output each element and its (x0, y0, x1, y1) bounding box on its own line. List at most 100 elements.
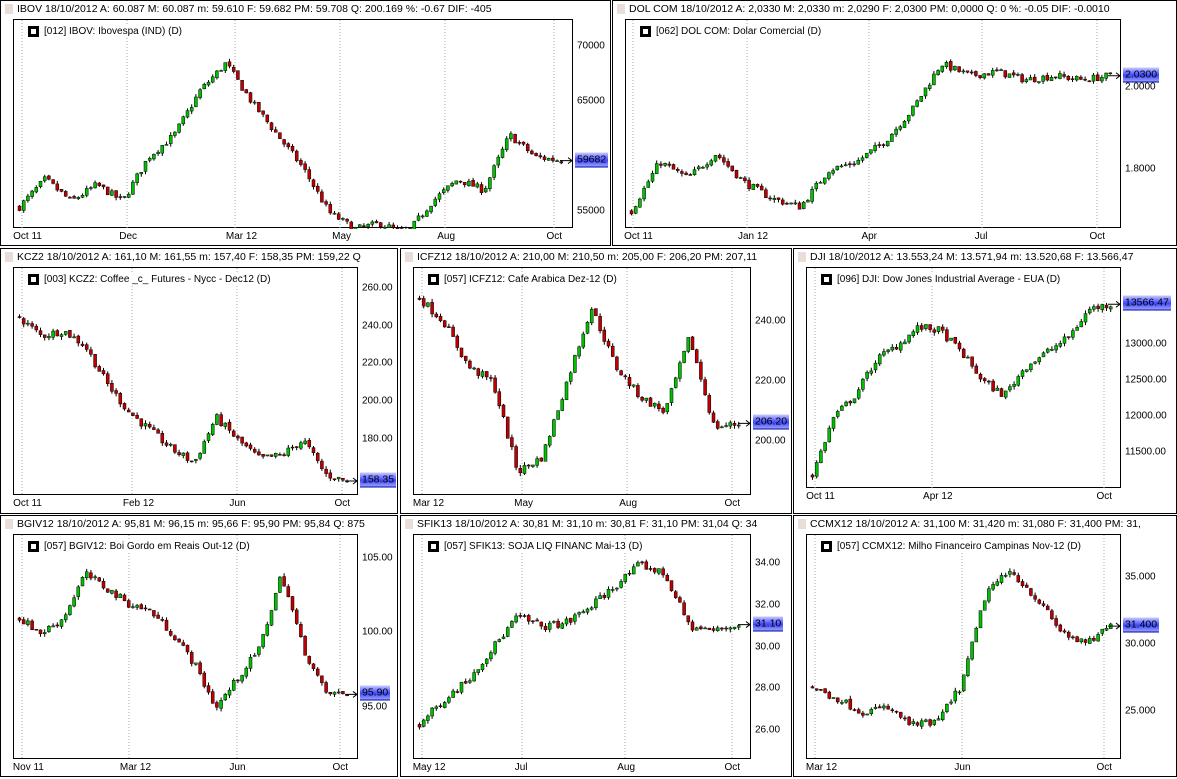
chart-panel[interactable]: IBOV 18/10/2012 A: 60.087 M: 60.087 m: 5… (0, 0, 611, 246)
candle (924, 719, 928, 722)
candle (412, 220, 417, 229)
candle (1066, 336, 1071, 338)
candle (932, 329, 937, 333)
candle (730, 165, 735, 172)
candle (55, 183, 60, 191)
candle (164, 144, 169, 146)
plot-area[interactable]: [096] DJI: Dow Jones Industrial Average … (806, 267, 1121, 489)
candle (471, 180, 475, 187)
series-toggle-icon[interactable] (428, 274, 439, 285)
candle (294, 150, 299, 162)
candle (844, 699, 848, 703)
plot-area[interactable]: [057] CCMX12: Milho Financeiro Campinas … (806, 534, 1121, 760)
candle (835, 411, 840, 417)
series-label: [012] IBOV: Ibovespa (IND) (D) (44, 26, 183, 37)
series-toggle-icon[interactable] (428, 541, 439, 552)
plot-area[interactable]: [003] KCZ2: Coffee _c_ Futures - Nycc - … (13, 267, 358, 496)
candle (383, 226, 387, 229)
candle (447, 326, 451, 328)
series-legend[interactable]: [012] IBOV: Ibovespa (IND) (D) (28, 26, 183, 37)
candle (644, 561, 649, 570)
series-toggle-icon[interactable] (28, 541, 39, 552)
window-handle-icon[interactable] (798, 252, 806, 262)
candle (633, 206, 638, 214)
candle (328, 472, 333, 479)
series-toggle-icon[interactable] (821, 541, 832, 552)
window-handle-icon[interactable] (5, 519, 13, 529)
candle (953, 65, 957, 71)
candle (907, 334, 911, 343)
candle (585, 608, 590, 613)
candle (164, 442, 169, 446)
candle (1020, 581, 1025, 587)
candle (324, 201, 328, 205)
candle (547, 436, 552, 446)
candle (177, 452, 181, 455)
window-handle-icon[interactable] (5, 252, 13, 262)
plot-area[interactable]: [012] IBOV: Ibovespa (IND) (D) (13, 19, 573, 229)
window-handle-icon[interactable] (798, 519, 806, 529)
candle (839, 165, 844, 168)
series-legend[interactable]: [096] DJI: Dow Jones Industrial Average … (821, 274, 1061, 285)
chart-panel[interactable]: KCZ2 18/10/2012 A: 161,10 M: 161,55 m: 1… (0, 248, 398, 514)
chart-panel[interactable]: DOL COM 18/10/2012 A: 2,0330 M: 2,0330 m… (612, 0, 1177, 246)
series-toggle-icon[interactable] (28, 26, 39, 37)
series-legend[interactable]: [003] KCZ2: Coffee _c_ Futures - Nycc - … (28, 274, 271, 285)
plot-area[interactable]: [057] ICFZ12: Cafe Arabica Dez-12 (D) (413, 267, 751, 496)
candle (1083, 639, 1088, 643)
chart-panel[interactable]: BGIV12 18/10/2012 A: 95,81 M: 96,15 m: 9… (0, 515, 398, 777)
candle (940, 326, 945, 331)
candle (269, 454, 274, 457)
chart-panel[interactable]: SFIK13 18/10/2012 A: 30,81 M: 31,10 m: 3… (400, 515, 792, 777)
candle (231, 430, 236, 437)
series-toggle-icon[interactable] (28, 274, 39, 285)
window-handle-icon[interactable] (617, 4, 625, 14)
candle (366, 224, 370, 228)
series-legend[interactable]: [057] BGIV12: Boi Gordo em Reais Out-12 … (28, 541, 250, 552)
candle (552, 621, 556, 623)
candle (1104, 304, 1109, 309)
candle (1066, 631, 1071, 638)
candle (873, 145, 877, 151)
candle (831, 170, 835, 174)
candle (818, 182, 823, 184)
window-handle-icon[interactable] (405, 252, 413, 262)
plot-area[interactable]: [057] SFIK13: SOJA LIQ FINANC Mai-13 (D) (413, 534, 751, 760)
candle (265, 624, 270, 636)
candle (1096, 305, 1100, 309)
candle (789, 202, 793, 205)
candle (688, 174, 693, 176)
candle (642, 187, 646, 200)
candle (1041, 352, 1046, 358)
series-legend[interactable]: [057] ICFZ12: Cafe Arabica Dez-12 (D) (428, 274, 617, 285)
chart-panel[interactable]: ICFZ12 18/10/2012 A: 210,00 M: 210,50 m:… (400, 248, 792, 514)
series-legend[interactable]: [057] CCMX12: Milho Financeiro Campinas … (821, 541, 1081, 552)
candle (438, 705, 443, 708)
candle (684, 172, 688, 175)
series-legend[interactable]: [057] SFIK13: SOJA LIQ FINANC Mai-13 (D) (428, 541, 643, 552)
candle (168, 443, 173, 446)
candle (1100, 304, 1105, 310)
window-handle-icon[interactable] (5, 4, 13, 14)
plot-area[interactable]: [057] BGIV12: Boi Gordo em Reais Out-12 … (13, 534, 358, 760)
series-toggle-icon[interactable] (821, 274, 832, 285)
chart-panel[interactable]: CCMX12 18/10/2012 A: 31,100 M: 31,420 m:… (793, 515, 1177, 777)
series-toggle-icon[interactable] (640, 26, 651, 37)
window-handle-icon[interactable] (405, 519, 413, 529)
candle (122, 594, 127, 601)
candle (105, 186, 110, 196)
candle (198, 662, 202, 674)
plot-area[interactable]: [062] DOL COM: Dolar Comercial (D) (625, 19, 1121, 229)
x-tick-label: Oct (724, 762, 741, 773)
candle (751, 184, 756, 190)
candle (1008, 571, 1012, 575)
y-tick-label: 70000 (577, 40, 605, 52)
chart-panel[interactable]: DJI 18/10/2012 A: 13.553,24 M: 13.571,94… (793, 248, 1177, 514)
x-tick-label: Jul (514, 762, 528, 773)
candle (462, 182, 467, 186)
candle (114, 590, 118, 598)
series-legend[interactable]: [062] DOL COM: Dolar Comercial (D) (640, 26, 822, 37)
candle (911, 721, 916, 724)
candle (93, 182, 97, 189)
candle (1075, 636, 1079, 643)
